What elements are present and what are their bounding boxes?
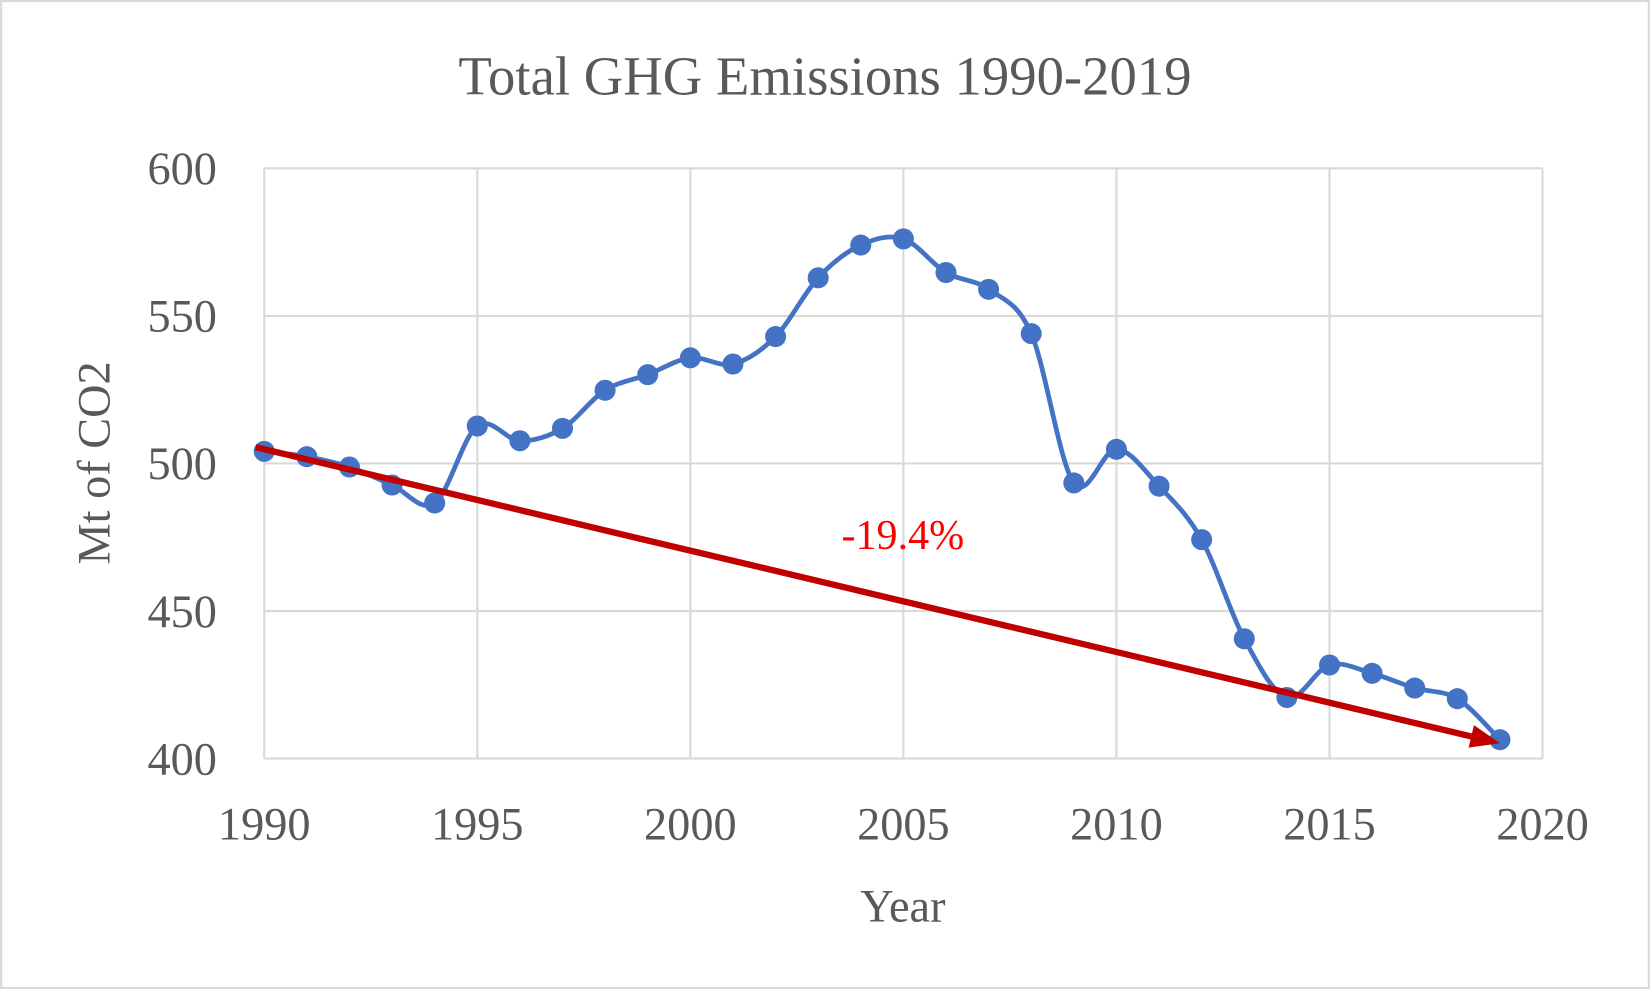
data-point — [722, 353, 744, 375]
data-point — [1446, 688, 1468, 710]
data-point — [551, 417, 574, 439]
data-point — [466, 415, 488, 437]
x-tick-label: 2000 — [644, 800, 737, 851]
data-point — [850, 234, 872, 256]
data-point — [892, 228, 914, 250]
data-point — [1148, 475, 1170, 497]
y-tick-label: 400 — [147, 734, 216, 785]
y-tick-label: 500 — [147, 439, 216, 490]
x-tick-label: 2020 — [1496, 800, 1589, 851]
trend-arrow-head — [1468, 725, 1500, 748]
x-tick-label: 2015 — [1283, 800, 1376, 851]
y-tick-label: 550 — [147, 292, 216, 343]
data-point — [637, 364, 659, 386]
x-tick-label: 2010 — [1070, 800, 1163, 851]
data-point — [1361, 662, 1383, 684]
data-point — [1404, 677, 1426, 699]
data-point — [1489, 729, 1511, 751]
x-tick-label: 1995 — [431, 800, 524, 851]
trend-arrow-line — [254, 444, 1473, 740]
y-tick-label: 450 — [147, 587, 216, 638]
x-tick-label: 1990 — [218, 800, 311, 851]
data-point — [1020, 323, 1042, 345]
data-point — [424, 492, 446, 514]
data-point — [679, 347, 701, 369]
data-point — [509, 430, 531, 452]
data-point — [1233, 628, 1255, 650]
data-point — [807, 267, 829, 289]
data-point — [935, 261, 957, 284]
data-point — [978, 278, 1000, 300]
trend-label: -19.4% — [842, 513, 965, 559]
chart-title: Total GHG Emissions 1990-2019 — [458, 46, 1191, 107]
data-point — [594, 379, 616, 401]
data-point — [765, 326, 787, 348]
data-point — [1191, 529, 1213, 551]
data-point — [1318, 654, 1341, 676]
x-tick-label: 2005 — [857, 800, 950, 851]
y-tick-label: 600 — [147, 144, 216, 195]
x-axis-label: Year — [860, 882, 945, 933]
data-point — [1105, 438, 1127, 460]
y-axis-label: Mt of CO2 — [70, 361, 121, 564]
data-point — [1063, 472, 1085, 494]
